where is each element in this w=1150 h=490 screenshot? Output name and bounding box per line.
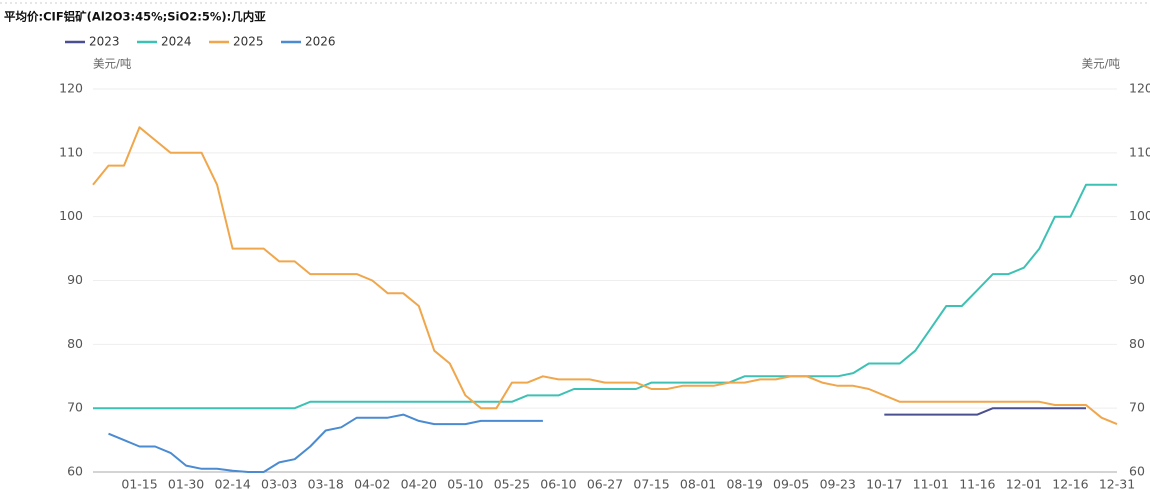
- data-line: [884, 407, 1086, 416]
- y2-tick-label: 110: [1129, 144, 1150, 159]
- x-tick-label: 11-01: [913, 477, 949, 490]
- legend-label: 2024: [161, 35, 192, 49]
- chart-title: 平均价:CIF铝矿(Al2O3:45%;SiO2:5%):几内亚: [4, 10, 266, 24]
- y2-axis-unit: 美元/吨: [1082, 57, 1121, 71]
- y-tick-label: 120: [59, 81, 83, 96]
- x-tick-label: 02-14: [214, 477, 250, 490]
- legend-label: 2026: [305, 35, 336, 49]
- x-tick-label: 01-15: [121, 477, 157, 490]
- y-tick-label: 70: [67, 400, 83, 415]
- data-line: [92, 126, 1118, 426]
- y2-tick-label: 60: [1129, 464, 1145, 479]
- x-tick-label: 04-20: [401, 477, 437, 490]
- x-tick-label: 06-27: [587, 477, 623, 490]
- y2-tick-label: 100: [1129, 208, 1150, 223]
- y-tick-label: 110: [59, 144, 83, 159]
- y2-tick-label: 120: [1129, 81, 1150, 96]
- y-axis-unit: 美元/吨: [93, 57, 132, 71]
- x-tick-label: 05-10: [447, 477, 483, 490]
- x-tick-label: 04-02: [354, 477, 390, 490]
- x-tick-label: 03-18: [308, 477, 344, 490]
- x-tick-label: 12-16: [1052, 477, 1088, 490]
- x-tick-label: 10-17: [866, 477, 902, 490]
- x-tick-label: 03-03: [261, 477, 297, 490]
- legend-label: 2023: [89, 35, 120, 49]
- data-line: [93, 183, 1117, 410]
- x-tick-label: 08-01: [680, 477, 716, 490]
- legend-label: 2025: [233, 35, 264, 49]
- y-tick-label: 90: [67, 272, 83, 287]
- x-tick-label: 06-10: [540, 477, 576, 490]
- x-tick-label: 09-05: [773, 477, 809, 490]
- x-tick-label: 12-01: [1006, 477, 1042, 490]
- x-tick-label: 12-31: [1099, 477, 1135, 490]
- y-tick-label: 100: [59, 208, 83, 223]
- x-tick-label: 05-25: [494, 477, 530, 490]
- x-tick-label: 01-30: [168, 477, 204, 490]
- y2-tick-label: 90: [1129, 272, 1145, 287]
- data-line: [108, 413, 543, 473]
- x-tick-label: 11-16: [959, 477, 995, 490]
- y2-tick-label: 70: [1129, 400, 1145, 415]
- y2-tick-label: 80: [1129, 336, 1145, 351]
- x-tick-label: 08-19: [726, 477, 762, 490]
- x-tick-label: 09-23: [820, 477, 856, 490]
- y-tick-label: 60: [67, 464, 83, 479]
- y-tick-label: 80: [67, 336, 83, 351]
- x-tick-label: 07-15: [633, 477, 669, 490]
